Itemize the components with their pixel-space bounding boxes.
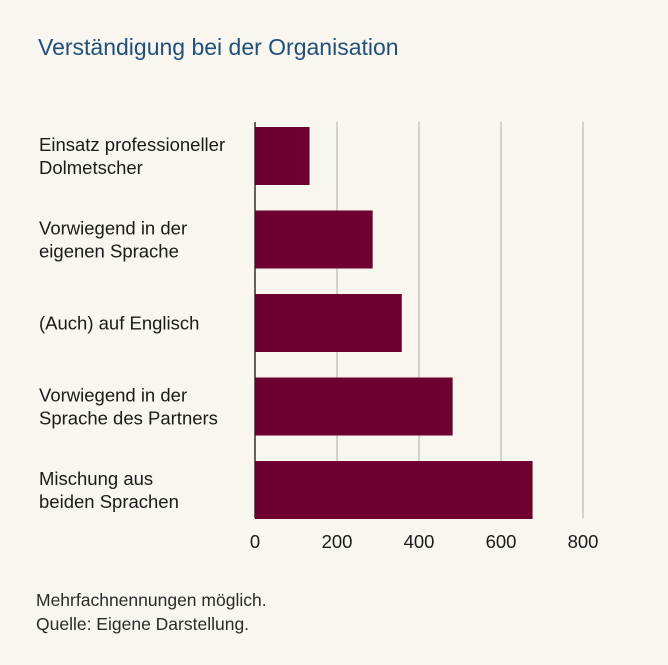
x-tick-label-0: 0: [250, 531, 260, 552]
bar-3: [255, 294, 402, 352]
x-tick-label-800: 800: [568, 531, 599, 552]
bar-1: [255, 127, 310, 185]
bar-chart: Einsatz professioneller Dolmetscher Vorwie…: [39, 122, 599, 552]
category-label-3: (Auch) auf Englisch: [39, 313, 199, 334]
category-label-5: Mischung aus beiden Sprachen: [39, 468, 179, 512]
bar-2: [255, 210, 373, 269]
note-source: Quelle: Eigene Darstellung.: [36, 614, 250, 634]
category-label-2: Vorwiegend in der eigenen Sprache: [39, 218, 187, 262]
x-tick-label-200: 200: [322, 531, 353, 552]
x-tick-label-400: 400: [404, 531, 435, 552]
chart-title: Verständigung bei der Organisation: [38, 34, 399, 60]
category-label-4: Vorwiegend in der Sprache des Partners: [39, 385, 218, 429]
x-tick-label-600: 600: [486, 531, 517, 552]
note-multiple-answers: Mehrfachnennungen möglich.: [36, 590, 267, 610]
bar-5: [255, 461, 533, 519]
bar-4: [255, 377, 453, 436]
category-label-1: Einsatz professioneller Dolmetscher: [39, 134, 225, 178]
